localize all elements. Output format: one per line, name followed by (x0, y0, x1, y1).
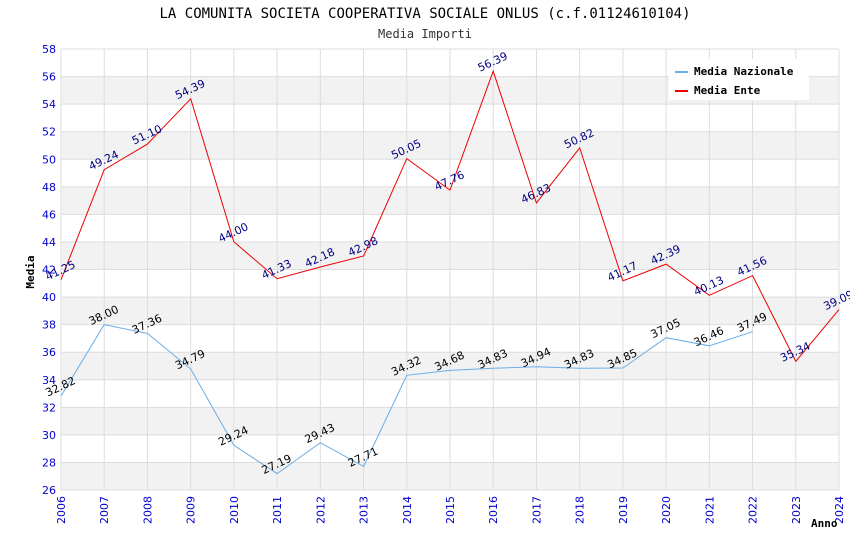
y-tick-label: 28 (42, 456, 56, 469)
x-tick-labels: 2006 2007 2008 2009 2010 2011 2012 2013 2014 2015… (55, 496, 846, 524)
x-tick-label: 2008 (141, 496, 154, 524)
x-tick-label: 2021 (703, 496, 716, 524)
x-tick-label: 2011 (271, 496, 284, 524)
x-tick-label: 2007 (98, 496, 111, 524)
x-tick-label: 2012 (314, 496, 327, 524)
y-tick-label: 54 (42, 98, 56, 111)
chart-title: LA COMUNITA SOCIETA COOPERATIVA SOCIALE … (159, 6, 691, 22)
y-tick-label: 38 (42, 319, 56, 332)
y-tick-label: 34 (42, 374, 56, 387)
y-tick-label: 30 (42, 429, 56, 442)
y-axis-title: Media (24, 255, 37, 288)
x-tick-label: 2014 (401, 496, 414, 524)
x-tick-label: 2016 (487, 496, 500, 524)
series-lines (60, 69, 840, 475)
legend: Media Nazionale Media Ente (669, 59, 809, 100)
y-tick-label: 36 (42, 346, 56, 359)
legend-box (669, 59, 809, 100)
grid-lines (60, 48, 840, 491)
x-tick-label: 2009 (185, 496, 198, 524)
chart-subtitle: Media Importi (378, 27, 472, 41)
legend-label-ente: Media Ente (694, 84, 761, 97)
y-tick-label: 40 (42, 291, 56, 304)
x-tick-label: 2010 (228, 496, 241, 524)
y-tick-label: 52 (42, 126, 56, 139)
y-tick-label: 26 (42, 484, 56, 497)
x-tick-label: 2023 (790, 496, 803, 524)
x-tick-label: 2020 (660, 496, 673, 524)
y-tick-label: 50 (42, 153, 56, 166)
x-tick-label: 2006 (55, 496, 68, 524)
y-tick-label: 58 (42, 43, 56, 56)
x-tick-label: 2024 (833, 496, 846, 524)
y-tick-label: 42 (42, 264, 56, 277)
y-tick-label: 56 (42, 71, 56, 84)
x-tick-label: 2018 (574, 496, 587, 524)
legend-label-nazionale: Media Nazionale (694, 65, 794, 78)
x-tick-label: 2022 (747, 496, 760, 524)
x-tick-label: 2017 (530, 496, 543, 524)
y-tick-labels: 26 28 30 32 34 36 38 40 42 44 46 48 50 52 54 56 58 (42, 43, 56, 497)
x-tick-label: 2015 (444, 496, 457, 524)
y-tick-label: 46 (42, 208, 56, 221)
y-tick-label: 32 (42, 401, 56, 414)
x-axis-title: Anno (811, 517, 838, 530)
x-tick-label: 2013 (358, 496, 371, 524)
x-tick-label: 2019 (617, 496, 630, 524)
y-tick-label: 44 (42, 236, 56, 249)
y-tick-label: 48 (42, 181, 56, 194)
